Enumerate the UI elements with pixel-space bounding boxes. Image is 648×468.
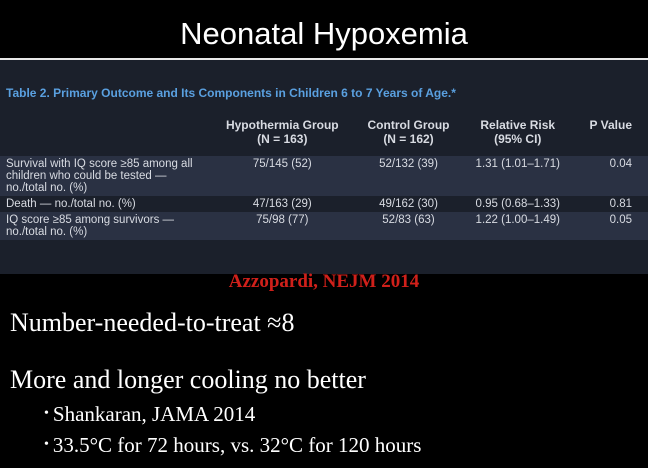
header-line: (N = 162) xyxy=(383,132,434,146)
table-caption: Table 2. Primary Outcome and Its Compone… xyxy=(6,86,456,100)
table-row: IQ score ≥85 among survivors — no./total… xyxy=(0,212,648,240)
header-line: Control Group xyxy=(367,118,450,132)
table-row: Survival with IQ score ≥85 among all chi… xyxy=(0,156,648,196)
header-line: P Value xyxy=(589,118,632,132)
bullet-dot: • xyxy=(44,437,49,452)
row-label: IQ score ≥85 among survivors — no./total… xyxy=(6,214,175,238)
cell: 0.05 xyxy=(609,214,632,226)
cell: 75/98 (77) xyxy=(256,214,309,226)
cell: 0.04 xyxy=(609,158,632,170)
outcome-table: Hypothermia Group (N = 163) Control Group(… xyxy=(0,116,648,240)
header-line: (95% CI) xyxy=(494,132,542,146)
column-header: Relative Risk (95% CI) xyxy=(462,116,573,156)
text-line: More and longer cooling no better xyxy=(10,365,366,394)
cell: 1.22 (1.00–1.49) xyxy=(475,214,560,226)
slide-title: Neonatal Hypoxemia xyxy=(180,16,468,51)
bullet-text: 33.5°C for 72 hours, vs. 32°C for 120 ho… xyxy=(52,433,422,457)
bullet-text: Shankaran, JAMA 2014 xyxy=(52,402,256,426)
citation: Azzopardi, NEJM 2014 xyxy=(228,271,420,292)
table-image: Table 2. Primary Outcome and Its Compone… xyxy=(0,58,648,274)
cell: 47/163 (29) xyxy=(252,198,312,210)
header-line: Hypothermia Group xyxy=(225,118,339,132)
bullet-dot: • xyxy=(44,406,49,421)
cell: 1.31 (1.01–1.71) xyxy=(475,158,560,170)
column-header: Hypothermia Group (N = 163) xyxy=(210,116,355,156)
row-label: Survival with IQ score ≥85 among all chi… xyxy=(6,158,193,194)
column-header xyxy=(0,116,210,156)
text-line: Number-needed-to-treat ≈8 xyxy=(10,308,295,337)
cell: 75/145 (52) xyxy=(252,158,312,170)
header-line: (N = 163) xyxy=(257,132,308,146)
cell: 52/132 (39) xyxy=(379,158,438,170)
bullet: • Shankaran, JAMA 2014 xyxy=(44,402,255,427)
column-header: Control Group (N = 162) xyxy=(355,116,463,156)
cell: 0.81 xyxy=(609,198,632,210)
table-row: Death — no./total no. (%) 47/163 (29) 49/1… xyxy=(0,196,648,212)
cell: 52/83 (63) xyxy=(382,214,435,226)
column-header: P Value xyxy=(573,116,648,156)
header-line: Relative Risk xyxy=(480,118,556,132)
row-label: Death — no./total no. (%) xyxy=(6,198,136,210)
cell: 0.95 (0.68–1.33) xyxy=(475,198,560,210)
bullet: • 33.5°C for 72 hours, vs. 32°C for 120 h… xyxy=(44,433,421,458)
header-row: Hypothermia Group (N = 163) Control Group(… xyxy=(0,116,648,156)
cell: 49/162 (30) xyxy=(379,198,438,210)
